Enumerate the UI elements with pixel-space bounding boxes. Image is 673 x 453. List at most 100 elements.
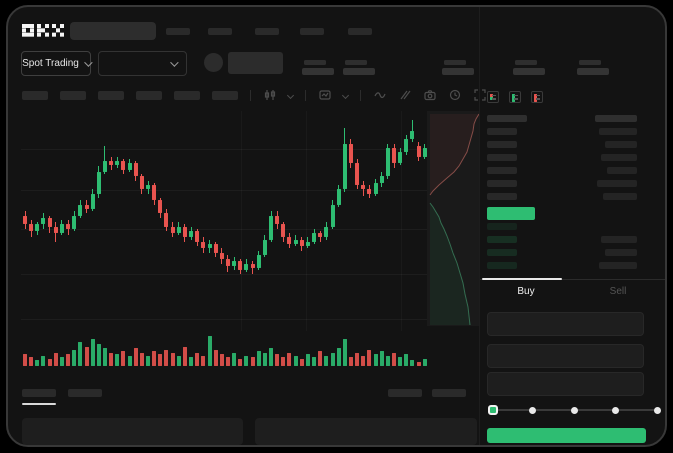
candlestick-chart[interactable] xyxy=(21,111,427,331)
candle xyxy=(256,254,261,268)
volume-bar xyxy=(109,352,114,366)
slider-stop[interactable] xyxy=(529,406,536,414)
line-tool-icon[interactable] xyxy=(373,89,386,102)
ask-price[interactable] xyxy=(487,180,517,187)
interval-placeholder[interactable] xyxy=(212,90,238,100)
indicators-icon[interactable] xyxy=(318,89,331,102)
ticker-stat xyxy=(513,60,547,75)
volume-bar xyxy=(170,352,175,366)
fullscreen-icon[interactable] xyxy=(473,89,486,102)
volume-bar xyxy=(133,348,138,366)
volume-bar xyxy=(336,348,341,366)
bid-price[interactable] xyxy=(487,249,517,256)
interval-placeholder[interactable] xyxy=(60,90,86,100)
candle xyxy=(146,185,150,190)
pair-dropdown[interactable] xyxy=(98,51,187,76)
candle xyxy=(78,204,83,216)
search-input[interactable] xyxy=(70,22,156,40)
candle xyxy=(379,176,384,183)
ask-price[interactable] xyxy=(487,193,517,200)
volume-bar xyxy=(305,354,310,366)
last-price-badge[interactable] xyxy=(487,207,535,220)
candle xyxy=(410,130,415,140)
nav-item-placeholder[interactable] xyxy=(300,28,324,35)
bottom-action-placeholder[interactable] xyxy=(432,389,466,397)
ask-amount xyxy=(597,180,637,187)
candle xyxy=(53,226,58,234)
slider-stop[interactable] xyxy=(570,406,578,414)
divider xyxy=(360,89,361,101)
candle xyxy=(244,263,249,271)
volume-bar xyxy=(398,357,403,366)
ask-amount xyxy=(599,128,637,135)
volume-bar xyxy=(164,349,169,366)
book-asks-icon[interactable] xyxy=(531,91,543,103)
volume-bar xyxy=(66,354,71,366)
volume-bar xyxy=(23,354,27,366)
candle xyxy=(139,176,144,190)
volume-bars xyxy=(21,334,427,366)
candle xyxy=(293,239,298,244)
bid-price[interactable] xyxy=(487,223,517,230)
volume-bar xyxy=(225,357,230,366)
nav-item-placeholder[interactable] xyxy=(255,28,279,35)
candle-style-icon[interactable] xyxy=(263,89,276,102)
interval-placeholder[interactable] xyxy=(136,90,162,100)
percent-slider[interactable] xyxy=(488,405,661,415)
candle xyxy=(225,259,230,266)
candle xyxy=(96,172,101,194)
volume-bar xyxy=(330,352,335,366)
tab-sell[interactable]: Sell xyxy=(609,286,627,297)
volume-bar xyxy=(373,354,378,366)
candle xyxy=(250,263,255,268)
camera-icon[interactable] xyxy=(423,89,436,102)
ask-price[interactable] xyxy=(487,154,517,161)
slider-handle[interactable] xyxy=(488,405,498,415)
candle xyxy=(59,224,64,234)
candle xyxy=(330,204,335,227)
volume-bar xyxy=(256,351,261,366)
ask-price[interactable] xyxy=(487,167,517,174)
bid-price[interactable] xyxy=(487,236,517,243)
ask-price[interactable] xyxy=(487,141,517,148)
compare-icon[interactable] xyxy=(398,89,411,102)
nav-item-placeholder[interactable] xyxy=(348,28,372,35)
ask-price[interactable] xyxy=(487,128,517,135)
price-input[interactable] xyxy=(487,312,644,336)
chevron-down-icon[interactable] xyxy=(341,91,350,99)
amount-input[interactable] xyxy=(487,344,644,368)
bottom-tab-placeholder[interactable] xyxy=(68,389,102,397)
volume-bar xyxy=(72,349,77,366)
clock-icon[interactable] xyxy=(448,89,461,102)
book-header-price xyxy=(487,115,527,122)
ask-amount xyxy=(605,141,637,148)
book-bids-icon[interactable] xyxy=(509,91,521,103)
slider-stop[interactable] xyxy=(653,406,661,414)
book-both-icon[interactable] xyxy=(487,91,499,103)
candle xyxy=(305,241,310,247)
interval-placeholder[interactable] xyxy=(98,90,124,100)
nav-item-placeholder[interactable] xyxy=(208,28,232,35)
bottom-tab-placeholder[interactable] xyxy=(22,389,56,397)
slider-stop[interactable] xyxy=(612,406,619,414)
candle xyxy=(422,148,427,157)
volume-bar xyxy=(392,352,396,366)
nav-item-placeholder[interactable] xyxy=(166,28,190,35)
volume-bar xyxy=(287,352,292,366)
volume-bar xyxy=(232,352,237,366)
candle xyxy=(195,230,200,242)
bid-price[interactable] xyxy=(487,262,517,269)
market-type-selector[interactable]: Spot Trading xyxy=(21,51,93,76)
total-input[interactable] xyxy=(487,372,644,396)
okx-logo[interactable] xyxy=(22,24,64,42)
ticker-stat xyxy=(343,60,377,75)
volume-bar xyxy=(53,352,58,366)
buy-submit-button[interactable] xyxy=(487,428,646,443)
ticker-stat xyxy=(442,60,476,75)
interval-placeholder[interactable] xyxy=(22,90,48,100)
gridline xyxy=(21,149,427,150)
bottom-action-placeholder[interactable] xyxy=(388,389,422,397)
tab-buy[interactable]: Buy xyxy=(517,286,535,297)
chevron-down-icon[interactable] xyxy=(286,91,295,99)
interval-placeholder[interactable] xyxy=(174,90,200,100)
